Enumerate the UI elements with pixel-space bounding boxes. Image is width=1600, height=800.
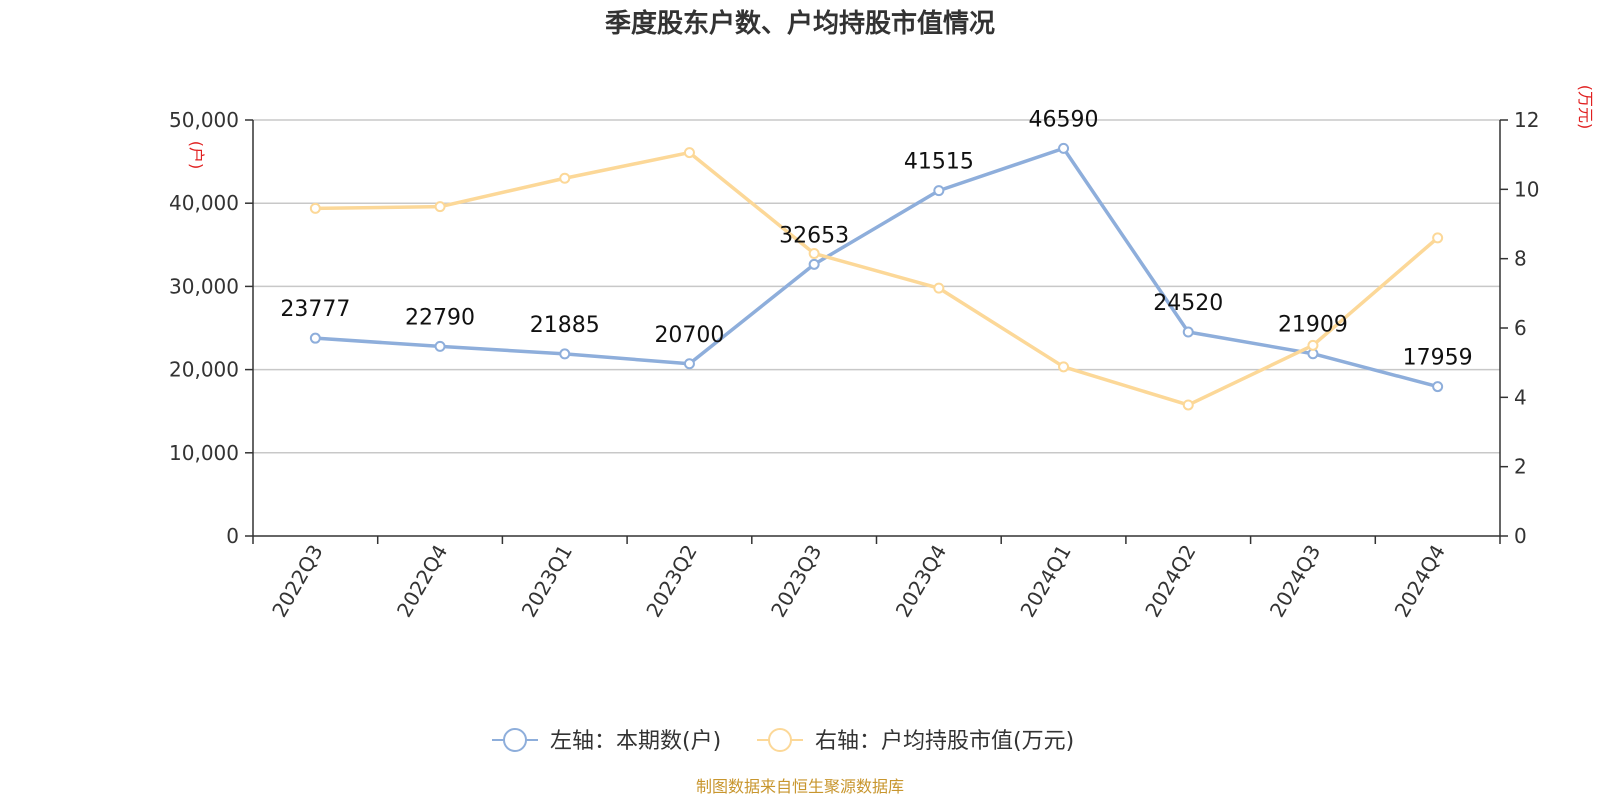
legend-marker-left [503, 728, 527, 752]
data-point-right [559, 172, 571, 184]
right-tick-label: 10 [1514, 177, 1539, 201]
left-tick-label: 30,000 [169, 274, 239, 298]
data-point-right [309, 202, 321, 214]
legend-marker-right [768, 728, 792, 752]
left-tick-label: 40,000 [169, 191, 239, 215]
data-point-right [683, 147, 695, 159]
left-tick-label: 20,000 [169, 358, 239, 382]
data-label: 17959 [1403, 346, 1473, 371]
data-point-right [1432, 232, 1444, 244]
data-point-right [1307, 339, 1319, 351]
right-tick-label: 4 [1514, 385, 1527, 409]
data-label: 21885 [530, 313, 600, 338]
data-point-left [933, 185, 945, 197]
x-tick-label: 2024Q1 [1015, 541, 1075, 622]
right-tick-label: 8 [1514, 247, 1527, 271]
data-point-left [808, 258, 820, 270]
right-axis-unit: (万元) [1576, 85, 1595, 130]
left-tick-label: 50,000 [169, 108, 239, 132]
data-label: 22790 [405, 305, 475, 330]
axes: 0 10,000 20,000 30,000 40,000 50,000 0 2 4 6 8 10 12… [169, 85, 1595, 621]
x-tick-label: 2024Q4 [1390, 541, 1450, 622]
legend-item-left[interactable]: 左轴：本期数(户) [492, 728, 721, 754]
data-label: 23777 [280, 297, 350, 322]
data-label: 21909 [1278, 313, 1348, 338]
data-point-right [434, 201, 446, 213]
series-layer [309, 142, 1444, 411]
grid [253, 119, 1500, 454]
data-label: 46590 [1029, 107, 1099, 132]
data-point-right [933, 282, 945, 294]
left-tick-label: 10,000 [169, 441, 239, 465]
data-point-left [1058, 142, 1070, 154]
legend-label-left: 左轴：本期数(户) [550, 729, 721, 754]
data-point-left [434, 340, 446, 352]
data-point-left [559, 348, 571, 360]
x-tick-label: 2023Q2 [641, 541, 701, 622]
x-tick-label: 2022Q3 [267, 541, 327, 622]
data-point-left [1182, 326, 1194, 338]
data-point-right [1182, 399, 1194, 411]
data-point-left [1432, 381, 1444, 393]
x-tick-label: 2023Q3 [766, 541, 826, 622]
legend-label-right: 右轴：户均持股市值(万元) [815, 729, 1074, 754]
right-tick-label: 12 [1514, 108, 1539, 132]
right-tick-label: 6 [1514, 316, 1527, 340]
data-point-right [1058, 361, 1070, 373]
data-label: 41515 [904, 150, 974, 175]
data-point-left [683, 358, 695, 370]
left-tick-label: 0 [226, 524, 239, 548]
data-label: 24520 [1153, 291, 1223, 316]
data-point-left [309, 332, 321, 344]
data-labels: 23777 22790 21885 20700 32653 41515 46590 24520… [280, 107, 1472, 370]
series-line-left [315, 146, 1439, 389]
x-tick-label: 2024Q3 [1265, 541, 1325, 622]
x-tick-label: 2022Q4 [392, 541, 452, 622]
x-tick-label: 2024Q2 [1140, 541, 1200, 622]
data-label: 32653 [779, 223, 849, 248]
legend-item-right[interactable]: 右轴：户均持股市值(万元) [757, 728, 1074, 754]
right-tick-label: 2 [1514, 455, 1527, 479]
x-tick-label: 2023Q4 [891, 541, 951, 622]
series-line-right [315, 150, 1439, 407]
left-axis-unit: (户) [187, 141, 206, 170]
legend: 左轴：本期数(户) 右轴：户均持股市值(万元) [492, 728, 1074, 754]
data-label: 20700 [654, 323, 724, 348]
x-tick-label: 2023Q1 [517, 541, 577, 622]
data-point-right [808, 247, 820, 259]
source-note: 制图数据来自恒生聚源数据库 [696, 777, 904, 796]
right-tick-label: 0 [1514, 524, 1527, 548]
chart-title: 季度股东户数、户均持股市值情况 [605, 8, 995, 39]
